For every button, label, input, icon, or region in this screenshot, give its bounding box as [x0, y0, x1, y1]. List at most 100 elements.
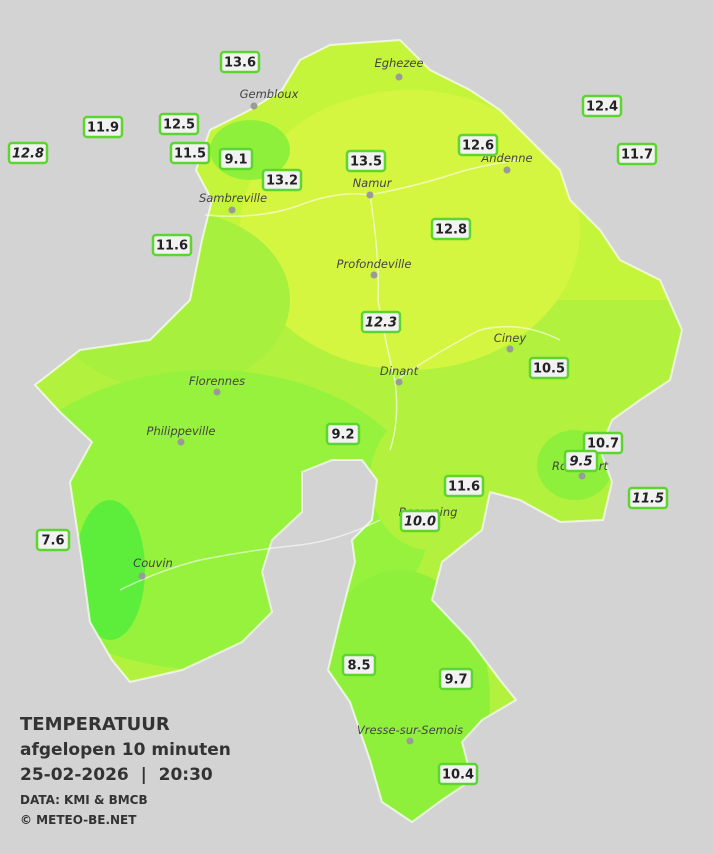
legend-title: TEMPERATUUR: [20, 714, 170, 735]
station: 7.6: [35, 528, 71, 552]
station: 9.7: [438, 667, 474, 691]
station: 11.9: [82, 115, 124, 139]
stations: 13.6 12.5 11.9 12.8 11.5 9.1 13.2 13.5 12.6 12.4 1…: [7, 50, 669, 786]
station: 12.8: [7, 141, 49, 165]
legend-subtitle: afgelopen 10 minuten: [20, 740, 231, 760]
station-value: 11.7: [621, 148, 653, 163]
station-value: 11.5: [632, 492, 664, 507]
station-value: 12.3: [365, 316, 397, 331]
station-value: 13.5: [350, 155, 382, 170]
station-value: 9.5: [569, 455, 592, 470]
station-box: [151, 233, 193, 257]
station-box: [341, 653, 377, 677]
station: 10.0: [399, 509, 441, 533]
station-box: [360, 310, 402, 334]
town-dot: [395, 378, 403, 386]
station-box: [218, 147, 254, 171]
town-label: Philippeville: [147, 424, 216, 438]
station: 13.6: [219, 50, 261, 74]
town-label: Eghezee: [374, 56, 423, 70]
station: 13.5: [345, 149, 387, 173]
town-dot: [506, 345, 514, 353]
station-box: [627, 486, 669, 510]
station: 10.5: [528, 356, 570, 380]
town-dot: [370, 271, 378, 279]
station-value: 11.9: [87, 121, 119, 136]
station-box: [82, 115, 124, 139]
station-value: 10.5: [533, 362, 565, 377]
station: 10.4: [437, 762, 479, 786]
station-box: [457, 133, 499, 157]
station-box: [438, 667, 474, 691]
town-dot: [138, 572, 146, 580]
station: 13.2: [261, 168, 303, 192]
station-value: 9.1: [224, 153, 247, 168]
station: 12.4: [581, 94, 623, 118]
station: 10.7: [582, 431, 624, 455]
town-dot: [250, 102, 258, 110]
town-dot: [395, 73, 403, 81]
station-value: 8.5: [347, 659, 370, 674]
station-value: 10.0: [404, 515, 436, 530]
station-value: 7.6: [41, 534, 64, 549]
station-box: [261, 168, 303, 192]
station-value: 11.6: [156, 239, 188, 254]
town-dot: [578, 472, 586, 480]
station-box: [7, 141, 49, 165]
town-label: Sambreville: [199, 191, 267, 205]
station-value: 13.2: [266, 174, 298, 189]
station: 8.5: [341, 653, 377, 677]
station-box: [563, 449, 599, 473]
station-box: [616, 142, 658, 166]
town-dot: [503, 166, 511, 174]
station-box: [345, 149, 387, 173]
station-box: [35, 528, 71, 552]
station: 9.5: [563, 449, 599, 473]
station-box: [581, 94, 623, 118]
station-value: 13.6: [224, 56, 256, 71]
legend-datetime: 25-02-2026 | 20:30: [20, 765, 213, 785]
station-value: 12.8: [435, 223, 467, 238]
station-box: [582, 431, 624, 455]
station: 9.2: [325, 422, 361, 446]
station: 11.7: [616, 142, 658, 166]
station-value: 12.4: [586, 100, 618, 115]
town-dot: [213, 388, 221, 396]
station-value: 12.5: [163, 118, 195, 133]
station: 11.5: [169, 141, 211, 165]
station-box: [528, 356, 570, 380]
town-label: Namur: [353, 176, 393, 190]
town-label: Dinant: [380, 364, 419, 378]
town-dot: [406, 737, 414, 745]
station-value: 9.7: [444, 673, 467, 688]
town-label: Profondeville: [337, 257, 412, 271]
station-box: [399, 509, 441, 533]
town-dot: [366, 191, 374, 199]
town-label: Ciney: [494, 331, 527, 345]
station-box: [219, 50, 261, 74]
station-box: [437, 762, 479, 786]
town-label: Couvin: [133, 556, 173, 570]
station-value: 10.7: [587, 437, 619, 452]
legend-source: DATA: KMI & BMCB: [20, 793, 148, 807]
station: 11.5: [627, 486, 669, 510]
station-value: 10.4: [442, 768, 474, 783]
town-label: Gembloux: [240, 87, 299, 101]
station: 11.6: [151, 233, 193, 257]
legend-credit: © METEO-BE.NET: [20, 813, 137, 827]
station: 12.3: [360, 310, 402, 334]
station-value: 9.2: [331, 428, 354, 443]
station: 11.6: [443, 474, 485, 498]
station-box: [325, 422, 361, 446]
station: 12.8: [430, 217, 472, 241]
station: 12.5: [158, 112, 200, 136]
station-box: [430, 217, 472, 241]
station-value: 12.8: [12, 147, 44, 162]
town-dot: [228, 206, 236, 214]
station-value: 11.5: [174, 147, 206, 162]
town-label: Florennes: [189, 374, 245, 388]
town-dot: [177, 438, 185, 446]
station: 12.6: [457, 133, 499, 157]
station-box: [443, 474, 485, 498]
